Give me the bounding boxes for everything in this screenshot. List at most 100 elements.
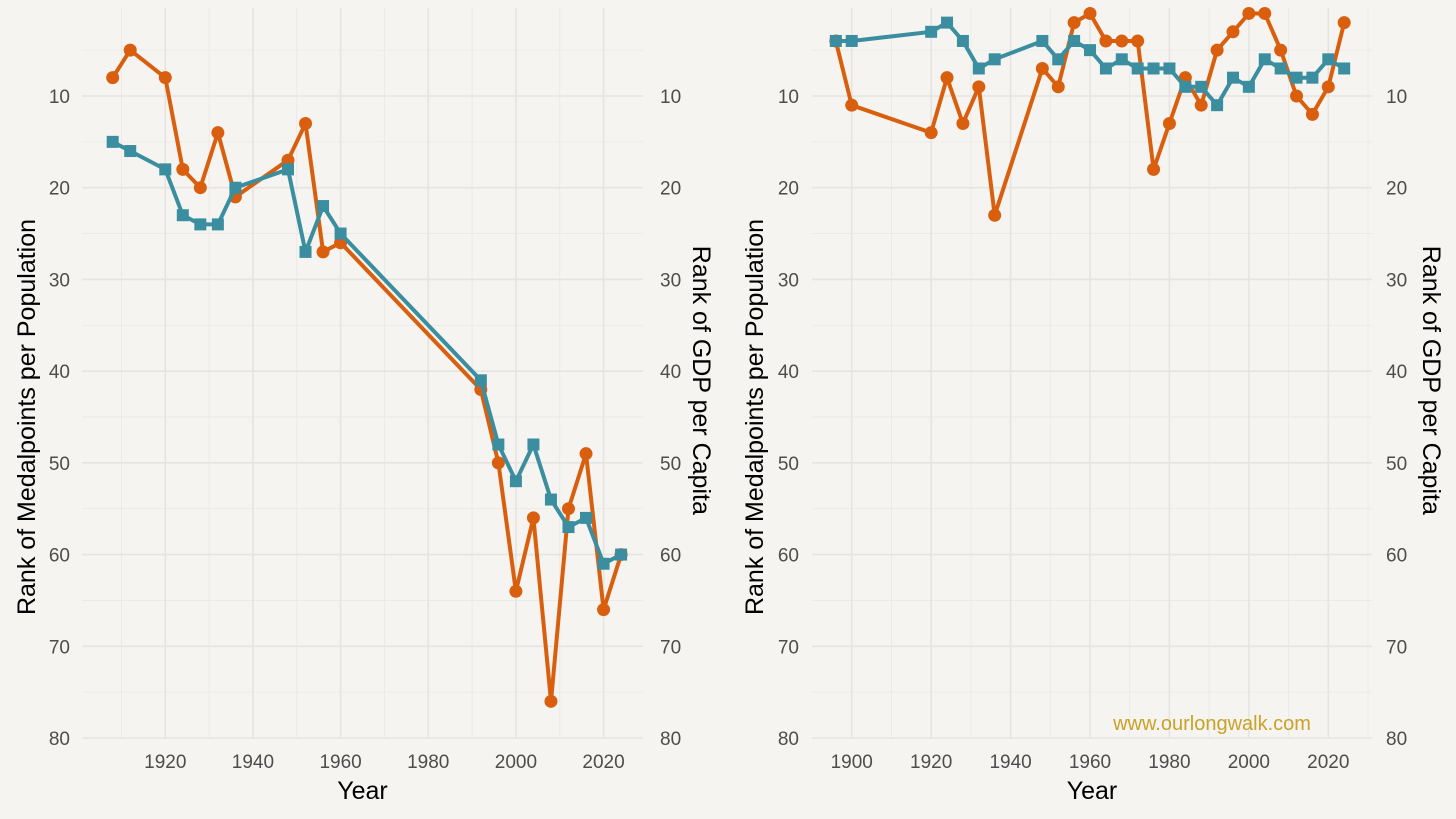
data-point (1210, 43, 1224, 57)
data-point (509, 475, 522, 488)
y2-tick-label: 20 (660, 179, 681, 200)
y2-axis-title: Rank of GDP per Capita (1417, 246, 1445, 515)
x-tick-label: 2020 (1307, 752, 1349, 773)
data-point (1163, 62, 1176, 75)
data-point (561, 502, 575, 516)
y-tick-label: 30 (49, 270, 70, 291)
data-point (1099, 62, 1112, 75)
y2-tick-label: 70 (1386, 637, 1407, 658)
y2-tick-label: 50 (1386, 454, 1407, 475)
data-point (211, 218, 224, 231)
data-point (1321, 80, 1335, 94)
y-tick-label: 30 (778, 270, 799, 291)
y2-tick-label: 60 (1386, 546, 1407, 567)
data-point (491, 456, 505, 470)
x-tick-label: 1920 (144, 752, 186, 773)
data-point (509, 584, 523, 598)
data-point (1306, 71, 1319, 84)
data-point (580, 511, 593, 524)
x-tick-label: 1960 (319, 752, 361, 773)
data-point (317, 200, 330, 213)
data-point (925, 25, 938, 38)
data-point (1258, 53, 1271, 66)
data-point (1305, 107, 1319, 121)
y2-tick-label: 10 (660, 87, 681, 108)
data-point (158, 71, 172, 85)
y2-tick-label: 40 (660, 362, 681, 383)
data-point (526, 511, 540, 525)
data-point (194, 218, 207, 231)
data-point (1084, 44, 1097, 57)
data-point (597, 603, 611, 617)
x-tick-label: 1980 (407, 752, 449, 773)
watermark-text: www.ourlongwalk.com (1112, 713, 1311, 735)
x-tick-label: 1980 (1148, 752, 1190, 773)
data-point (544, 694, 558, 708)
data-point (1067, 16, 1081, 30)
data-point (334, 227, 347, 240)
data-point (123, 43, 137, 57)
data-point (1194, 98, 1208, 112)
y-tick-label: 20 (778, 179, 799, 200)
data-point (988, 208, 1002, 222)
y-tick-label: 50 (49, 454, 70, 475)
y2-tick-label: 30 (1386, 270, 1407, 291)
data-point (845, 98, 859, 112)
y-tick-label: 10 (49, 87, 70, 108)
data-point (1068, 34, 1081, 47)
y2-tick-label: 80 (1386, 729, 1407, 750)
data-point (1115, 53, 1128, 66)
data-point (1211, 99, 1224, 112)
data-point (1274, 62, 1287, 75)
data-point (176, 162, 190, 176)
data-point (1115, 34, 1129, 48)
y-tick-label: 40 (778, 362, 799, 383)
data-point (615, 548, 628, 561)
series-line-1 (110, 48, 624, 704)
data-point (299, 245, 312, 258)
y-tick-label: 50 (778, 454, 799, 475)
data-point (1226, 71, 1239, 84)
data-point (829, 34, 842, 47)
data-point (1052, 53, 1065, 66)
x-tick-label: 2000 (495, 752, 537, 773)
y-tick-label: 60 (778, 546, 799, 567)
data-point (988, 53, 1001, 66)
data-point (972, 80, 986, 94)
y2-tick-label: 10 (1386, 87, 1407, 108)
x-tick-label: 1940 (989, 752, 1031, 773)
y2-axis-title: Rank of GDP per Capita (687, 246, 715, 515)
data-point (1131, 62, 1144, 75)
data-point (1274, 43, 1288, 57)
data-point (1131, 34, 1145, 48)
y-tick-label: 70 (778, 637, 799, 658)
data-point (211, 126, 225, 140)
y-tick-label: 60 (49, 546, 70, 567)
y2-tick-label: 50 (660, 454, 681, 475)
data-point (1099, 34, 1113, 48)
data-point (544, 493, 557, 506)
x-tick-label: 1920 (910, 752, 952, 773)
x-tick-label: 1900 (831, 752, 873, 773)
data-point (1083, 6, 1097, 20)
y-tick-label: 80 (49, 729, 70, 750)
y2-tick-label: 40 (1386, 362, 1407, 383)
x-axis-title: Year (1067, 777, 1118, 805)
data-point (1322, 53, 1335, 66)
y-tick-label: 80 (778, 729, 799, 750)
x-tick-label: 1940 (232, 752, 274, 773)
data-point (1290, 89, 1304, 103)
x-axis-title: Year (337, 777, 388, 805)
y-tick-label: 20 (49, 179, 70, 200)
data-point (316, 245, 330, 259)
data-point (1162, 117, 1176, 131)
data-point (562, 521, 575, 534)
data-point (1226, 25, 1240, 39)
data-point (492, 438, 505, 451)
x-tick-label: 1960 (1069, 752, 1111, 773)
data-point (1242, 80, 1255, 93)
y2-tick-label: 80 (660, 729, 681, 750)
data-point (1195, 80, 1208, 93)
